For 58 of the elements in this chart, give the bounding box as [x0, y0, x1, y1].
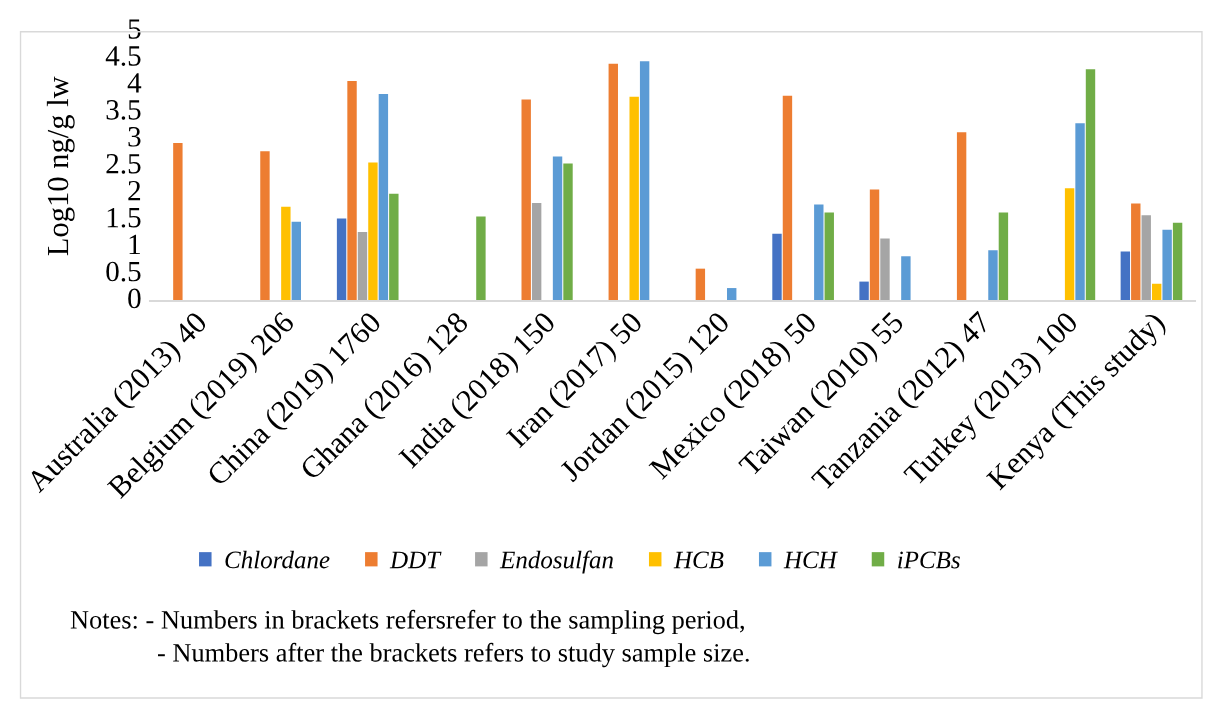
bar — [639, 61, 650, 301]
bar — [389, 193, 399, 301]
legend-label: iPCBs — [898, 551, 960, 569]
bar — [782, 95, 793, 301]
y-tick-label: 1.5 — [107, 207, 141, 228]
bar — [260, 151, 270, 301]
bar — [824, 212, 834, 301]
legend-label: HCH — [783, 551, 838, 569]
bar — [988, 250, 998, 301]
bar — [378, 94, 389, 301]
bar — [291, 221, 301, 301]
bar — [1162, 229, 1172, 301]
bar — [880, 238, 890, 301]
text: - Numbers after the brackets refers to study sample size. — [157, 642, 749, 668]
legend-label: Endosulfan — [499, 550, 613, 574]
bar — [357, 232, 368, 301]
y-tick-label: 0.5 — [106, 261, 141, 282]
bar — [476, 216, 486, 301]
text: Notes: - Numbers in brackets refersrefer to the sampling period, — [70, 609, 744, 635]
y-tick-label: 1 — [129, 234, 140, 255]
bar — [1085, 69, 1096, 301]
bar — [901, 256, 911, 301]
y-tick-label: 5 — [128, 19, 141, 39]
bar — [368, 162, 378, 301]
bar — [521, 99, 531, 301]
bar — [608, 63, 618, 301]
bar — [772, 233, 782, 301]
bar — [563, 163, 573, 301]
bar — [859, 281, 869, 301]
bar — [869, 189, 880, 301]
bar — [1075, 123, 1085, 301]
bar — [1172, 222, 1183, 301]
y-tick-label: 4.5 — [105, 46, 141, 66]
legend-label: DDT — [389, 551, 442, 569]
bar — [998, 212, 1009, 301]
bar — [531, 202, 542, 301]
legend-label: HCB — [673, 551, 724, 569]
y-tick-label: 2.5 — [106, 153, 141, 174]
bar — [1120, 251, 1131, 301]
bar — [173, 143, 183, 301]
y-tick-label: 3 — [128, 127, 141, 147]
y-tick-label: 2 — [128, 180, 141, 201]
bar — [695, 268, 706, 301]
y-axis-title: Log10 ng/g lw — [46, 76, 75, 256]
y-tick-label: 0 — [128, 288, 141, 309]
bar — [552, 156, 563, 301]
y-tick-label: 3.5 — [106, 100, 141, 120]
bar — [347, 81, 357, 301]
bar — [336, 218, 347, 301]
bar — [1064, 188, 1075, 301]
bar — [814, 204, 824, 301]
bar — [956, 132, 967, 301]
bar — [629, 96, 639, 301]
y-tick-label: 4 — [127, 73, 142, 93]
legend-label: Chlordane — [225, 550, 330, 569]
bar — [1141, 215, 1151, 301]
bar — [1131, 203, 1141, 301]
bar — [281, 206, 291, 301]
